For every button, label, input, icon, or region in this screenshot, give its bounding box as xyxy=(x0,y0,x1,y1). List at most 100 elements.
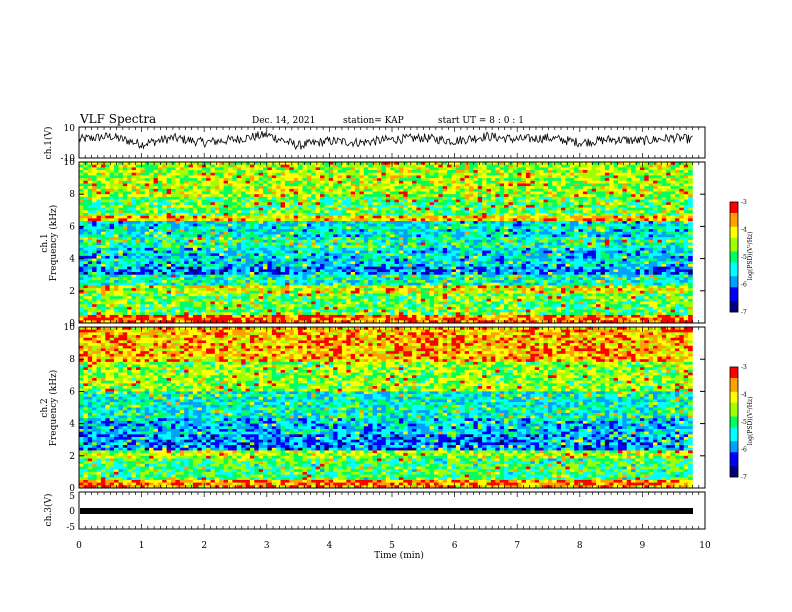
spectrogram-cell xyxy=(328,226,334,230)
spectrogram-cell xyxy=(460,223,465,227)
spectrogram-cell xyxy=(688,223,693,227)
spectrogram-cell xyxy=(534,229,540,233)
spectrogram-cell xyxy=(245,196,251,200)
spectrogram-cell xyxy=(644,175,649,179)
spectrogram-cell xyxy=(438,180,443,184)
spectrogram-cell xyxy=(83,226,89,230)
spectrogram-cell xyxy=(144,186,150,190)
spectrogram-cell xyxy=(407,242,413,246)
spectrogram-cell xyxy=(582,231,588,235)
spectrogram-cell xyxy=(521,199,527,203)
spectrogram-cell xyxy=(157,231,163,235)
spectrogram-cell xyxy=(372,239,378,243)
spectrogram-cell xyxy=(455,250,461,254)
spectrogram-cell xyxy=(438,202,443,206)
spectrogram-cell xyxy=(416,204,422,208)
spectrogram-cell xyxy=(609,172,614,176)
spectrogram-cell xyxy=(679,242,685,246)
spectrogram-cell xyxy=(320,215,325,219)
spectrogram-cell xyxy=(271,164,277,168)
spectrogram-cell xyxy=(184,226,189,230)
spectrogram-cell xyxy=(302,247,308,251)
spectrogram-cell xyxy=(420,226,426,230)
spectrogram-cell xyxy=(499,250,505,254)
spectrogram-cell xyxy=(306,170,312,174)
spectrogram-cell xyxy=(556,183,562,187)
spectrogram-cell xyxy=(469,196,474,200)
spectrogram-cell xyxy=(105,250,110,254)
spectrogram-cell xyxy=(236,245,242,249)
spectrogram-cell xyxy=(302,245,308,249)
spectrogram-cell xyxy=(249,210,255,214)
spectrogram-cell xyxy=(534,186,540,190)
spectrogram-cell xyxy=(258,186,264,190)
spectrogram-cell xyxy=(683,191,689,195)
spectrogram-cell xyxy=(140,247,146,251)
spectrogram-cell xyxy=(320,234,325,238)
spectrogram-cell xyxy=(359,186,365,190)
spectrogram-cell xyxy=(381,234,387,238)
spectrogram-cell xyxy=(214,255,220,259)
spectrogram-cell xyxy=(192,170,198,174)
spectrogram-cell xyxy=(359,221,365,225)
spectrogram-cell xyxy=(596,204,601,208)
spectrogram-cell xyxy=(328,218,334,222)
spectrogram-cell xyxy=(596,253,601,257)
spectrogram-cell xyxy=(442,226,448,230)
spectrogram-cell xyxy=(289,247,295,251)
spectrogram-cell xyxy=(429,226,435,230)
spectrogram-cell xyxy=(661,170,667,174)
spectrogram-cell xyxy=(578,191,584,195)
spectrogram-cell xyxy=(508,172,514,176)
spectrogram-cell xyxy=(188,231,194,235)
spectrogram-cell xyxy=(363,186,369,190)
spectrogram-cell xyxy=(385,167,391,171)
spectrogram-cell xyxy=(644,250,649,254)
spectrogram-cell xyxy=(311,247,316,251)
spectrogram-cell xyxy=(302,196,308,200)
spectrogram-cell xyxy=(284,221,290,225)
spectrogram-cell xyxy=(87,204,93,208)
spectrogram-cell xyxy=(245,250,251,254)
spectrogram-cell xyxy=(604,162,610,165)
spectrogram-cell xyxy=(512,245,518,249)
spectrogram-cell xyxy=(455,188,461,192)
spectrogram-cell xyxy=(661,164,667,168)
spectrogram-cell xyxy=(596,239,601,243)
spectrogram-cell xyxy=(512,234,518,238)
spectrogram-cell xyxy=(175,255,181,259)
spectrogram-cell xyxy=(306,162,312,165)
spectrogram-cell xyxy=(144,247,150,251)
spectrogram-cell xyxy=(284,253,290,257)
spectrogram-cell xyxy=(157,215,163,219)
spectrogram-cell xyxy=(184,178,189,182)
spectrogram-cell xyxy=(127,250,132,254)
spectrogram-cell xyxy=(333,253,338,257)
spectrogram-cell xyxy=(284,162,290,165)
spectrogram-cell xyxy=(179,191,185,195)
spectrogram-cell xyxy=(648,202,654,206)
spectrogram-cell xyxy=(433,180,439,184)
spectrogram-cell xyxy=(359,191,365,195)
spectrogram-cell xyxy=(521,172,527,176)
spectrogram-cell xyxy=(674,178,680,182)
spectrogram-cell xyxy=(219,175,224,179)
spectrogram-cell xyxy=(653,194,658,198)
spectrogram-cell xyxy=(482,186,487,190)
spectrogram-cell xyxy=(153,237,159,241)
spectrogram-cell xyxy=(469,180,474,184)
spectrogram-cell xyxy=(333,221,338,225)
spectrogram-cell xyxy=(328,245,334,249)
spectrogram-cell xyxy=(289,167,295,171)
spectrogram-cell xyxy=(92,250,97,254)
spectrogram-cell xyxy=(622,247,628,251)
spectrogram-cell xyxy=(429,210,435,214)
spectrogram-cell xyxy=(521,183,527,187)
spectrogram-cell xyxy=(302,237,308,241)
spectrogram-cell xyxy=(197,242,202,246)
spectrogram-cell xyxy=(508,223,514,227)
spectrogram-cell xyxy=(648,223,654,227)
spectrogram-cell xyxy=(512,162,518,165)
spectrogram-cell xyxy=(460,167,465,171)
spectrogram-cell xyxy=(609,207,614,211)
